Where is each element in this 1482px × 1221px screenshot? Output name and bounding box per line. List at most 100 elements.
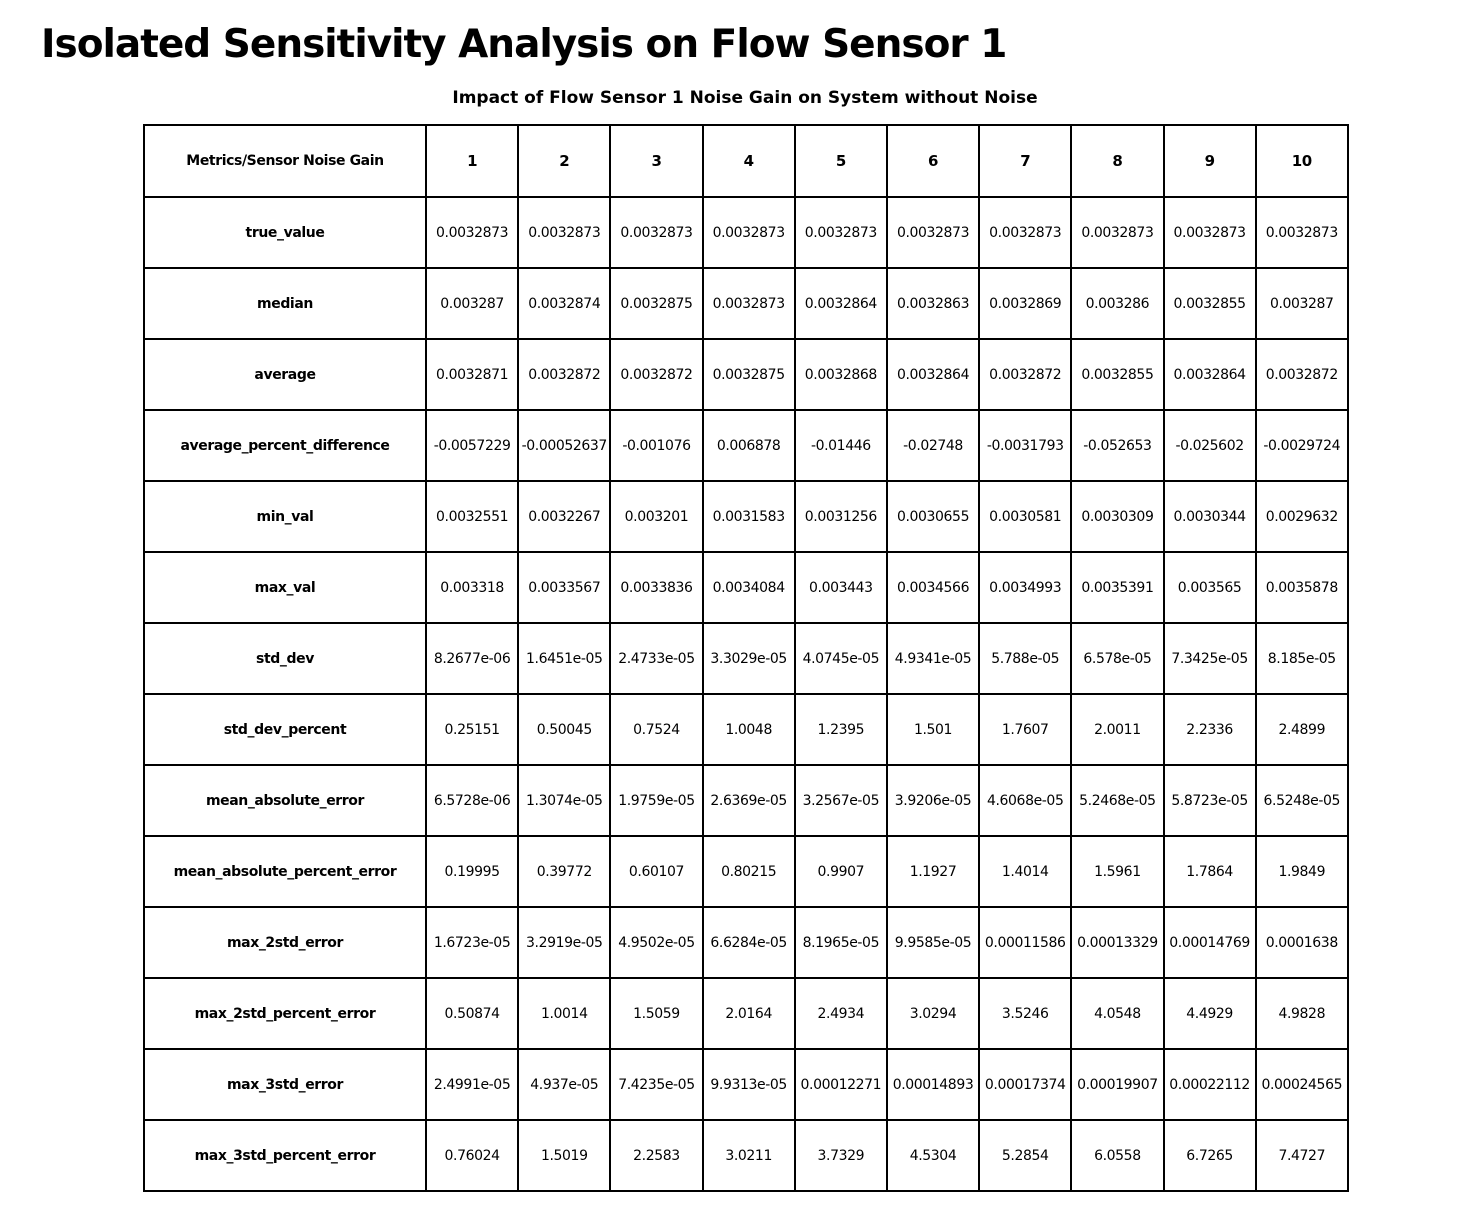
metric-value-cell: 0.0030309 — [1070, 480, 1165, 553]
metric-value-cell: -0.02748 — [885, 409, 981, 482]
metric-value-cell: 0.003286 — [1070, 267, 1165, 340]
metric-label: median — [143, 267, 427, 340]
metric-value-cell: 6.5728e-06 — [424, 764, 520, 837]
metric-value-cell: 0.0031256 — [793, 480, 888, 553]
table-row: max_2std_percent_error 0.50874 1.0014 1.505… — [143, 977, 1349, 1050]
metric-value-cell: 4.9502e-05 — [609, 906, 704, 979]
metric-value-cell: 0.0032855 — [1070, 338, 1165, 411]
metric-value-cell: 1.2395 — [793, 693, 888, 766]
metric-label: true_value — [143, 196, 427, 269]
metric-value-cell: 0.0032863 — [885, 267, 981, 340]
metric-value-cell: 0.19995 — [424, 835, 520, 908]
gain-column-header: 6 — [885, 124, 981, 198]
metric-value-cell: 0.0032855 — [1162, 267, 1257, 340]
metric-value-cell: 4.4929 — [1162, 977, 1257, 1050]
metric-value-cell: 3.7329 — [793, 1119, 888, 1192]
metric-value-cell: 1.5019 — [517, 1119, 612, 1192]
metric-value-cell: 0.0030344 — [1162, 480, 1257, 553]
metric-value-cell: 6.6284e-05 — [701, 906, 796, 979]
metric-value-cell: 1.9849 — [1254, 835, 1349, 908]
metric-value-cell: 4.9828 — [1254, 977, 1349, 1050]
metric-value-cell: 0.00012271 — [793, 1048, 888, 1121]
metric-value-cell: 0.50045 — [517, 693, 612, 766]
metric-value-cell: 0.0034566 — [885, 551, 981, 624]
sensitivity-metrics-table: Metrics/Sensor Noise Gain 1 2 3 4 5 6 7 8 9 10 tr… — [143, 124, 1349, 1192]
header-row: Metrics/Sensor Noise Gain 1 2 3 4 5 6 7 8 9 10 — [143, 124, 1349, 198]
metric-value-cell: 0.0032875 — [701, 338, 796, 411]
metric-value-cell: 0.0032868 — [793, 338, 888, 411]
table-row: mean_absolute_percent_error 0.19995 0.3977… — [143, 835, 1349, 908]
metric-value-cell: 0.0032873 — [793, 196, 888, 269]
gain-column-header: 2 — [517, 124, 612, 198]
metric-value-cell: 0.0032874 — [517, 267, 612, 340]
metric-value-cell: 2.0011 — [1070, 693, 1165, 766]
metric-value-cell: 0.0032872 — [517, 338, 612, 411]
gain-column-header: 7 — [978, 124, 1073, 198]
metric-value-cell: 3.3029e-05 — [701, 622, 796, 695]
metric-value-cell: 1.7864 — [1162, 835, 1257, 908]
metric-value-cell: 0.0032872 — [609, 338, 704, 411]
metric-value-cell: 0.003201 — [609, 480, 704, 553]
table-row: max_2std_error 1.6723e-05 3.2919e-05 4.9502… — [143, 906, 1349, 979]
metric-value-cell: 0.39772 — [517, 835, 612, 908]
metric-value-cell: 1.7607 — [978, 693, 1073, 766]
gain-column-header: 3 — [609, 124, 704, 198]
metric-label: max_3std_percent_error — [143, 1119, 427, 1192]
metric-value-cell: 0.003565 — [1162, 551, 1257, 624]
metric-label: average — [143, 338, 427, 411]
metric-value-cell: 0.0031583 — [701, 480, 796, 553]
metric-value-cell: -0.0057229 — [424, 409, 520, 482]
metric-value-cell: 3.2567e-05 — [793, 764, 888, 837]
metric-value-cell: 7.3425e-05 — [1162, 622, 1257, 695]
table-row: std_dev_percent 0.25151 0.50045 0.7524 1.004… — [143, 693, 1349, 766]
metric-value-cell: 6.7265 — [1162, 1119, 1257, 1192]
metric-value-cell: 1.4014 — [978, 835, 1073, 908]
metric-value-cell: -0.0031793 — [978, 409, 1073, 482]
metric-value-cell: 2.2336 — [1162, 693, 1257, 766]
gain-column-header: 10 — [1254, 124, 1349, 198]
metric-value-cell: 0.0029632 — [1254, 480, 1349, 553]
metric-value-cell: 6.578e-05 — [1070, 622, 1165, 695]
metric-value-cell: 0.0033836 — [609, 551, 704, 624]
metric-value-cell: 7.4727 — [1254, 1119, 1349, 1192]
metric-value-cell: 0.0032864 — [885, 338, 981, 411]
gain-column-header: 8 — [1070, 124, 1165, 198]
metric-value-cell: 1.5961 — [1070, 835, 1165, 908]
metric-value-cell: 0.00014769 — [1162, 906, 1257, 979]
metric-value-cell: 1.1927 — [885, 835, 981, 908]
metric-value-cell: 8.185e-05 — [1254, 622, 1349, 695]
metric-label: average_percent_difference — [143, 409, 427, 482]
metric-label: max_val — [143, 551, 427, 624]
gain-column-header: 5 — [793, 124, 888, 198]
table-row: max_val 0.003318 0.0033567 0.0033836 0.00340… — [143, 551, 1349, 624]
metric-value-cell: 0.0032872 — [978, 338, 1073, 411]
metric-value-cell: 0.00013329 — [1070, 906, 1165, 979]
table-row: average_percent_difference -0.0057229 -0.0… — [143, 409, 1349, 482]
metric-value-cell: 0.76024 — [424, 1119, 520, 1192]
metric-value-cell: 2.6369e-05 — [701, 764, 796, 837]
metric-value-cell: 0.0032873 — [424, 196, 520, 269]
corner-header: Metrics/Sensor Noise Gain — [143, 124, 427, 198]
metric-value-cell: 0.0032873 — [1254, 196, 1349, 269]
table-row: mean_absolute_error 6.5728e-06 1.3074e-05 1… — [143, 764, 1349, 837]
metric-value-cell: 1.501 — [885, 693, 981, 766]
metric-value-cell: 3.2919e-05 — [517, 906, 612, 979]
metric-label: std_dev_percent — [143, 693, 427, 766]
metric-value-cell: 1.9759e-05 — [609, 764, 704, 837]
metric-label: mean_absolute_error — [143, 764, 427, 837]
metric-value-cell: 0.0032864 — [793, 267, 888, 340]
metric-value-cell: 4.0745e-05 — [793, 622, 888, 695]
metric-value-cell: -0.052653 — [1070, 409, 1165, 482]
metric-value-cell: 2.4991e-05 — [424, 1048, 520, 1121]
metric-value-cell: 0.0032869 — [978, 267, 1073, 340]
page-title: Isolated Sensitivity Analysis on Flow Se… — [41, 22, 1007, 67]
metric-value-cell: 0.80215 — [701, 835, 796, 908]
metric-value-cell: 9.9585e-05 — [885, 906, 981, 979]
metric-label: max_2std_error — [143, 906, 427, 979]
metric-value-cell: 0.0030581 — [978, 480, 1073, 553]
table-row: average 0.0032871 0.0032872 0.0032872 0.0032… — [143, 338, 1349, 411]
metric-value-cell: -0.0029724 — [1254, 409, 1349, 482]
metric-value-cell: 5.2854 — [978, 1119, 1073, 1192]
metric-value-cell: 1.5059 — [609, 977, 704, 1050]
metric-value-cell: -0.01446 — [793, 409, 888, 482]
